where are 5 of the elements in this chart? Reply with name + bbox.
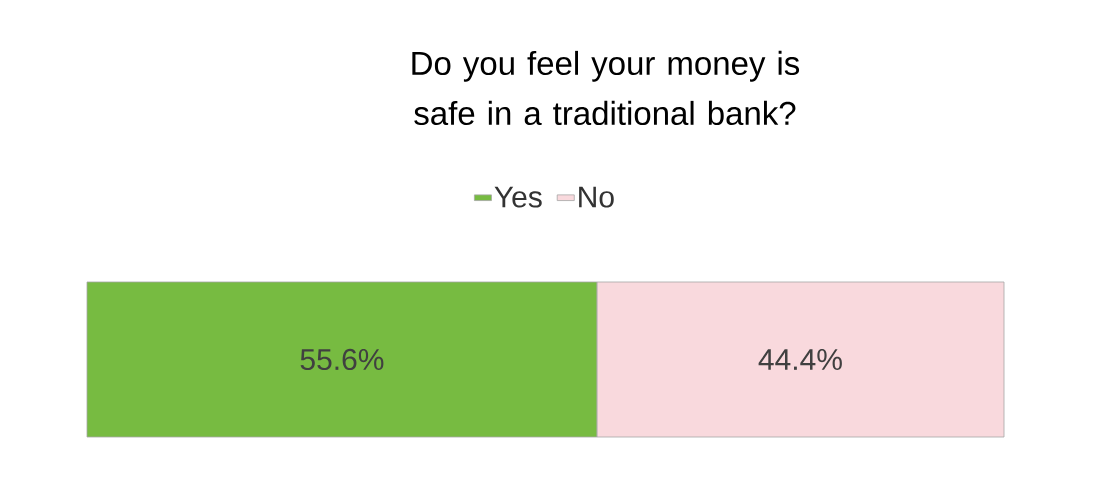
legend-label: Yes: [494, 186, 542, 208]
data-label: 55.6%: [300, 348, 384, 371]
chart-title: Do you feel your money is safe in a traditional bank?: [412, 50, 800, 126]
data-label: 44.4%: [758, 349, 842, 370]
legend-label: No: [579, 186, 614, 208]
